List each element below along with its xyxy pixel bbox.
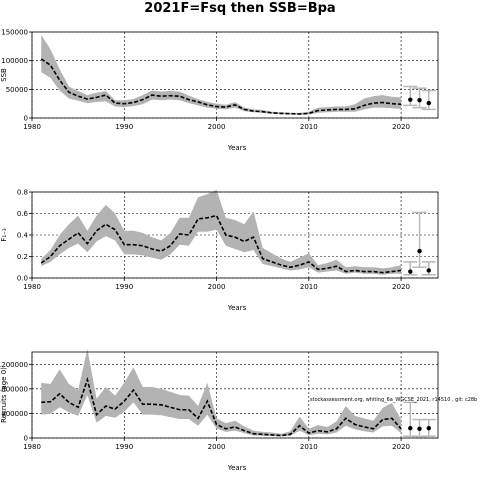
y-tick-label: 0.2 [17,253,28,261]
x-tick-label: 2010 [300,443,318,451]
confidence-band [41,34,402,115]
y-tick-label: 100000 [1,57,28,65]
confidence-band [41,189,402,275]
x-tick-label: 2020 [392,123,410,131]
forecast-point [426,100,431,106]
x-tick-label: 2010 [300,283,318,291]
forecast-point [408,269,413,274]
x-tick-label: 2000 [208,283,226,291]
forecast-point [408,97,413,102]
plot-frame [31,31,439,119]
y-tick-label: 0 [24,115,28,123]
x-tick-label: 1980 [23,283,41,291]
y-axis-label: Recruits (age 0) [0,367,8,423]
x-tick-label: 1980 [23,123,41,131]
x-axis-label: Years [227,144,247,152]
x-tick-label: 1990 [115,283,133,291]
y-tick-label: 0.8 [17,189,28,197]
estimate-line [40,214,402,274]
y-tick-label: 0 [24,435,28,443]
forecast-point [417,426,422,431]
estimate-line [40,58,402,115]
chart-panel-2: 1980 1990 2000 2010 2020 0.0 0.2 0.4 0.6 0.8 Years… [0,189,439,312]
chart-panel-1: 1980 1990 2000 2010 2020 0 50000 100000 150000 Ye… [0,29,439,152]
x-tick-label: 1980 [23,443,41,451]
y-tick-label: 800000 [1,385,28,393]
forecast-point [426,268,431,273]
y-tick-label: 0.0 [17,275,28,283]
plot-frame [31,351,439,439]
confidence-band [41,348,402,437]
page-title: 2021F=Fsq then SSB=Bpa [144,1,336,16]
chart-panel-3: 1980 1990 2000 2010 2020 0 400000 800000 1200000… [0,348,439,472]
y-axis-label: SSB [0,68,8,82]
y-tick-label: 1200000 [0,361,28,369]
forecast-point [417,98,422,103]
x-tick-label: 2000 [208,443,226,451]
x-tick-label: 2010 [300,123,318,131]
x-tick-label: 1990 [115,123,133,131]
x-axis-label: Years [227,464,247,472]
y-tick-label: 150000 [1,29,28,37]
y-axis-label: F₁₋₃ [0,228,8,242]
x-tick-label: 2020 [392,443,410,451]
x-tick-label: 2000 [208,123,226,131]
y-tick-label: 400000 [1,410,28,418]
forecast-point [426,425,431,431]
estimate-line [41,376,402,437]
footnote-annotation: stockassessment.org, whiting_6a_WGCSE_20… [310,397,477,403]
y-tick-label: 0.6 [17,210,29,218]
x-tick-label: 1990 [115,443,133,451]
x-tick-label: 2020 [392,283,410,291]
forecast-point [417,248,422,254]
y-tick-label: 0.4 [17,232,29,240]
x-axis-label: Years [227,304,247,312]
forecast-point [408,425,413,431]
y-tick-label: 50000 [6,86,28,94]
